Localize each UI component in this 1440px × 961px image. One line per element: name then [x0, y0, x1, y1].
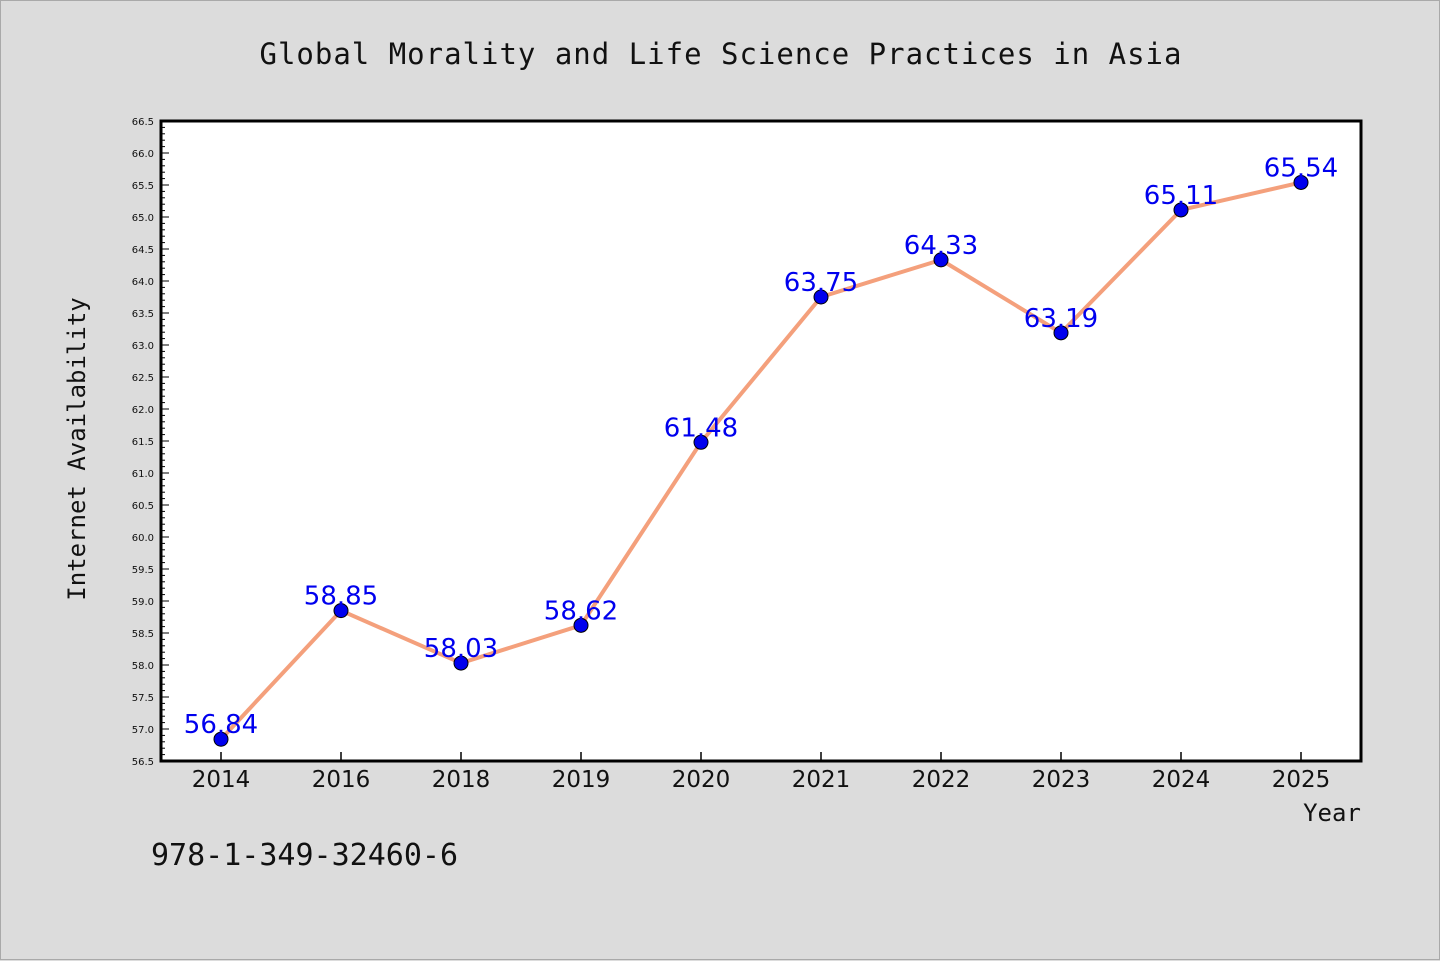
data-label: 63.75: [784, 268, 858, 298]
x-tick-label: 2019: [552, 767, 611, 793]
y-tick-label: 65.5: [132, 181, 154, 192]
x-tick-label: 2021: [792, 767, 851, 793]
x-tick-label: 2025: [1272, 767, 1331, 793]
y-tick-label: 61.5: [132, 437, 154, 448]
x-tick-label: 2020: [672, 767, 731, 793]
y-tick-label: 63.0: [132, 341, 154, 352]
y-tick-label: 57.5: [132, 693, 154, 704]
y-axis: 56.5 57.0 57.5 58.0 58.5 59.0 59.5 60.0 60.5 61.0…: [132, 117, 169, 768]
x-tick-label: 2024: [1152, 767, 1211, 793]
chart-title: Global Morality and Life Science Practic…: [260, 37, 1183, 71]
series-line: [219, 180, 1302, 741]
data-label: 58.03: [424, 634, 498, 664]
data-label-group: 56.84 58.85 58.03 58.62 61.48 63.75 64.33 63.19…: [184, 153, 1338, 740]
data-point: [453, 655, 469, 671]
footnote-isbn: 978-1-349-32460-6: [151, 838, 458, 873]
data-point: [1053, 325, 1069, 341]
y-tick-label: 63.5: [132, 309, 154, 320]
x-tick-label: 2016: [312, 767, 371, 793]
y-tick-label: 60.0: [132, 533, 154, 544]
data-label: 58.85: [304, 582, 378, 612]
data-label: 61.48: [664, 413, 738, 443]
y-tick-label: 58.5: [132, 629, 154, 640]
data-point: [1173, 202, 1189, 218]
x-tick-label: 2018: [432, 767, 491, 793]
data-point: [813, 289, 829, 305]
y-tick-label: 66.5: [132, 117, 154, 128]
y-tick-label: 64.0: [132, 277, 154, 288]
data-label: 56.84: [184, 710, 258, 740]
x-tick-label: 2014: [192, 767, 251, 793]
y-tick-label: 59.5: [132, 565, 154, 576]
x-tick-label: 2023: [1032, 767, 1091, 793]
y-tick-label: 62.0: [132, 405, 154, 416]
data-label: 64.33: [904, 231, 978, 261]
data-label: 65.54: [1264, 153, 1338, 183]
x-axis-title: Year: [1303, 799, 1361, 827]
series-line-group: [219, 180, 1302, 741]
x-tick-label: 2022: [912, 767, 971, 793]
data-point: [333, 603, 349, 619]
data-label: 63.19: [1024, 304, 1098, 334]
y-tick-label: 58.0: [132, 661, 154, 672]
y-tick-label: 64.5: [132, 245, 154, 256]
data-label: 65.11: [1144, 181, 1218, 211]
y-tick-label: 65.0: [132, 213, 154, 224]
y-tick-label: 59.0: [132, 597, 154, 608]
y-tick-label: 66.0: [132, 149, 154, 160]
data-label: 58.62: [544, 596, 618, 626]
y-tick-label: 61.0: [132, 469, 154, 480]
y-tick-label: 57.0: [132, 725, 154, 736]
y-tick-label: 60.5: [132, 501, 154, 512]
marker-group: [213, 174, 1309, 747]
data-point: [1293, 174, 1309, 190]
y-tick-label: 56.5: [132, 757, 154, 768]
data-point: [573, 617, 589, 633]
data-point: [933, 252, 949, 268]
y-tick-label: 62.5: [132, 373, 154, 384]
data-point: [693, 434, 709, 450]
data-point: [213, 731, 229, 747]
x-axis: 2014 2016 2018 2019 2020 2021 2022 2023 2024 2025: [192, 752, 1331, 793]
y-axis-title: Internet Availability: [63, 297, 91, 600]
